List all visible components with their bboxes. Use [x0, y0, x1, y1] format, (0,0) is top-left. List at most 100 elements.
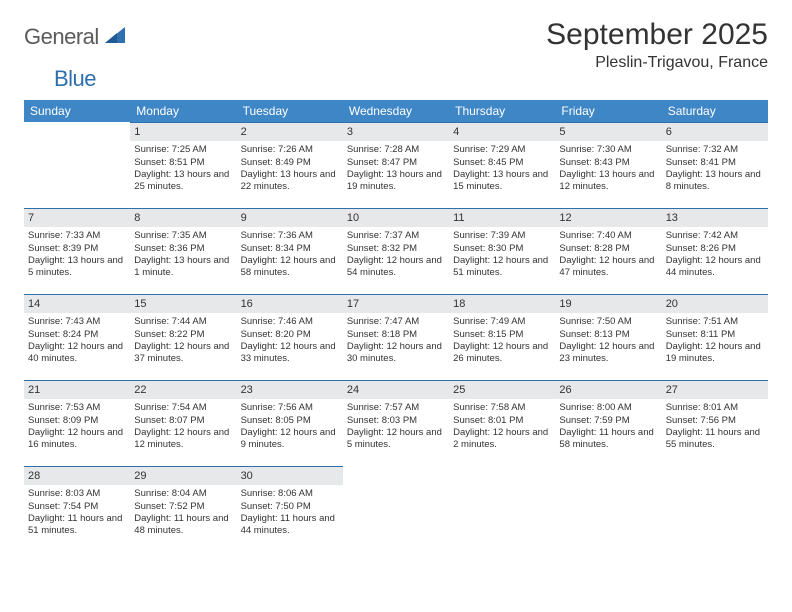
sunrise-line: Sunrise: 7:54 AM	[134, 402, 232, 414]
daylight-line: Daylight: 13 hours and 8 minutes.	[666, 169, 764, 194]
daylight-line: Daylight: 12 hours and 26 minutes.	[453, 341, 551, 366]
calendar-week-row: 7Sunrise: 7:33 AMSunset: 8:39 PMDaylight…	[24, 208, 768, 294]
daylight-line: Daylight: 11 hours and 55 minutes.	[666, 427, 764, 452]
sunrise-line: Sunrise: 8:01 AM	[666, 402, 764, 414]
daylight-line: Daylight: 12 hours and 19 minutes.	[666, 341, 764, 366]
sunrise-line: Sunrise: 7:36 AM	[241, 230, 339, 242]
sunrise-line: Sunrise: 8:03 AM	[28, 488, 126, 500]
brand-sail-icon	[103, 25, 127, 50]
calendar-day-cell: 2Sunrise: 7:26 AMSunset: 8:49 PMDaylight…	[237, 122, 343, 208]
sunrise-line: Sunrise: 7:44 AM	[134, 316, 232, 328]
calendar-week-row: 21Sunrise: 7:53 AMSunset: 8:09 PMDayligh…	[24, 380, 768, 466]
daylight-line: Daylight: 12 hours and 2 minutes.	[453, 427, 551, 452]
calendar-day-cell: 14Sunrise: 7:43 AMSunset: 8:24 PMDayligh…	[24, 294, 130, 380]
day-number: 24	[343, 380, 449, 399]
sunset-line: Sunset: 8:20 PM	[241, 329, 339, 341]
calendar-day-cell: 12Sunrise: 7:40 AMSunset: 8:28 PMDayligh…	[555, 208, 661, 294]
sunrise-line: Sunrise: 7:35 AM	[134, 230, 232, 242]
sunset-line: Sunset: 8:49 PM	[241, 157, 339, 169]
daylight-line: Daylight: 12 hours and 12 minutes.	[134, 427, 232, 452]
sunset-line: Sunset: 8:09 PM	[28, 415, 126, 427]
sunset-line: Sunset: 8:45 PM	[453, 157, 551, 169]
sunrise-line: Sunrise: 7:32 AM	[666, 144, 764, 156]
day-number: 26	[555, 380, 661, 399]
daylight-line: Daylight: 12 hours and 23 minutes.	[559, 341, 657, 366]
sunset-line: Sunset: 8:22 PM	[134, 329, 232, 341]
daylight-line: Daylight: 12 hours and 54 minutes.	[347, 255, 445, 280]
calendar-day-cell: 17Sunrise: 7:47 AMSunset: 8:18 PMDayligh…	[343, 294, 449, 380]
daylight-line: Daylight: 12 hours and 37 minutes.	[134, 341, 232, 366]
calendar-day-cell: 21Sunrise: 7:53 AMSunset: 8:09 PMDayligh…	[24, 380, 130, 466]
calendar-day-cell: 16Sunrise: 7:46 AMSunset: 8:20 PMDayligh…	[237, 294, 343, 380]
daylight-line: Daylight: 11 hours and 44 minutes.	[241, 513, 339, 538]
calendar-empty-cell	[24, 122, 130, 208]
day-number: 11	[449, 208, 555, 227]
day-number: 21	[24, 380, 130, 399]
calendar-table: SundayMondayTuesdayWednesdayThursdayFrid…	[24, 100, 768, 552]
day-number: 25	[449, 380, 555, 399]
sunrise-line: Sunrise: 7:39 AM	[453, 230, 551, 242]
calendar-day-cell: 15 Sunrise: 7:44 AMSunset: 8:22 PMDayligh…	[130, 294, 236, 380]
sunrise-line: Sunrise: 7:33 AM	[28, 230, 126, 242]
calendar-page: General September 2025 Pleslin-Trigavou,…	[0, 0, 792, 562]
daylight-line: Daylight: 12 hours and 44 minutes.	[666, 255, 764, 280]
daylight-line: Daylight: 12 hours and 40 minutes.	[28, 341, 126, 366]
calendar-day-cell: 6Sunrise: 7:32 AMSunset: 8:41 PMDaylight…	[662, 122, 768, 208]
calendar-day-cell: 8Sunrise: 7:35 AMSunset: 8:36 PMDaylight…	[130, 208, 236, 294]
calendar-empty-cell	[449, 466, 555, 552]
calendar-day-cell: 19Sunrise: 7:50 AMSunset: 8:13 PMDayligh…	[555, 294, 661, 380]
sunrise-line: Sunrise: 7:42 AM	[666, 230, 764, 242]
sunset-line: Sunset: 8:26 PM	[666, 243, 764, 255]
sunset-line: Sunset: 8:51 PM	[134, 157, 232, 169]
calendar-day-cell: 26Sunrise: 8:00 AMSunset: 7:59 PMDayligh…	[555, 380, 661, 466]
day-number: 7	[24, 208, 130, 227]
day-number: 14	[24, 294, 130, 313]
calendar-empty-cell	[343, 466, 449, 552]
day-number: 3	[343, 122, 449, 141]
sunset-line: Sunset: 8:01 PM	[453, 415, 551, 427]
sunset-line: Sunset: 8:47 PM	[347, 157, 445, 169]
month-title: September 2025	[546, 18, 768, 52]
calendar-week-row: 14Sunrise: 7:43 AMSunset: 8:24 PMDayligh…	[24, 294, 768, 380]
calendar-day-cell: 30Sunrise: 8:06 AMSunset: 7:50 PMDayligh…	[237, 466, 343, 552]
calendar-day-cell: 29Sunrise: 8:04 AMSunset: 7:52 PMDayligh…	[130, 466, 236, 552]
day-number: 4	[449, 122, 555, 141]
day-number: 28	[24, 466, 130, 485]
day-number: 15	[130, 294, 236, 313]
sunset-line: Sunset: 7:50 PM	[241, 501, 339, 513]
day-number: 9	[237, 208, 343, 227]
day-number: 5	[555, 122, 661, 141]
title-block: September 2025 Pleslin-Trigavou, France	[546, 18, 768, 72]
day-number: 2	[237, 122, 343, 141]
calendar-day-cell: 25 Sunrise: 7:58 AMSunset: 8:01 PMDayligh…	[449, 380, 555, 466]
calendar-day-cell: 23Sunrise: 7:56 AMSunset: 8:05 PMDayligh…	[237, 380, 343, 466]
calendar-day-cell: 22Sunrise: 7:54 AMSunset: 8:07 PMDayligh…	[130, 380, 236, 466]
weekday-header: Thursday	[449, 100, 555, 122]
daylight-line: Daylight: 11 hours and 58 minutes.	[559, 427, 657, 452]
daylight-line: Daylight: 12 hours and 5 minutes.	[347, 427, 445, 452]
daylight-line: Daylight: 12 hours and 33 minutes.	[241, 341, 339, 366]
day-number: 23	[237, 380, 343, 399]
calendar-day-cell: 10Sunrise: 7:37 AMSunset: 8:32 PMDayligh…	[343, 208, 449, 294]
sunset-line: Sunset: 8:05 PM	[241, 415, 339, 427]
calendar-day-cell: 27Sunrise: 8:01 AMSunset: 7:56 PMDayligh…	[662, 380, 768, 466]
calendar-day-cell: 13Sunrise: 7:42 AMSunset: 8:26 PMDayligh…	[662, 208, 768, 294]
sunrise-line: Sunrise: 8:00 AM	[559, 402, 657, 414]
weekday-header: Friday	[555, 100, 661, 122]
brand-logo: General	[24, 18, 129, 50]
location-label: Pleslin-Trigavou, France	[546, 54, 768, 72]
sunrise-line: Sunrise: 7:58 AM	[453, 402, 551, 414]
calendar-day-cell: 4Sunrise: 7:29 AMSunset: 8:45 PMDaylight…	[449, 122, 555, 208]
day-number: 29	[130, 466, 236, 485]
weekday-header: Monday	[130, 100, 236, 122]
daylight-line: Daylight: 12 hours and 30 minutes.	[347, 341, 445, 366]
daylight-line: Daylight: 12 hours and 51 minutes.	[453, 255, 551, 280]
sunset-line: Sunset: 8:11 PM	[666, 329, 764, 341]
daylight-line: Daylight: 12 hours and 47 minutes.	[559, 255, 657, 280]
calendar-day-cell: 3Sunrise: 7:28 AMSunset: 8:47 PMDaylight…	[343, 122, 449, 208]
sunset-line: Sunset: 8:18 PM	[347, 329, 445, 341]
sunrise-line: Sunrise: 7:25 AM	[134, 144, 232, 156]
sunset-line: Sunset: 8:28 PM	[559, 243, 657, 255]
calendar-day-cell: 18Sunrise: 7:49 AMSunset: 8:15 PMDayligh…	[449, 294, 555, 380]
calendar-day-cell: 1Sunrise: 7:25 AMSunset: 8:51 PMDaylight…	[130, 122, 236, 208]
